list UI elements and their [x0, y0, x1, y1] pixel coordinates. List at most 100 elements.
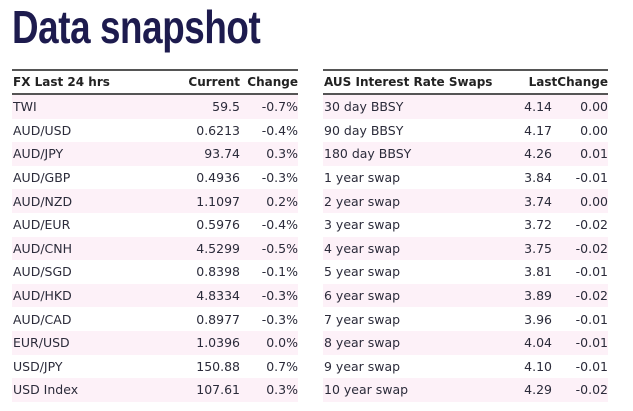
- row-label: USD Index: [13, 382, 79, 398]
- row-value: 4.5299: [196, 240, 240, 256]
- row-change: -0.4%: [261, 122, 298, 138]
- row-value: 4.17: [524, 122, 552, 138]
- row-value: 3.96: [524, 311, 552, 327]
- table-row: 5 year swap 3.81 -0.01: [323, 260, 608, 284]
- row-value: 1.1097: [196, 193, 240, 209]
- row-value: 0.5976: [196, 217, 240, 233]
- swaps-table: AUS Interest Rate Swaps Last Change 30 day …: [323, 69, 608, 402]
- header-value: Current: [188, 75, 240, 89]
- row-change: -0.5%: [261, 240, 298, 256]
- table-row: 9 year swap 4.10 -0.01: [323, 355, 608, 379]
- table-row: AUD/USD 0.6213 -0.4%: [12, 119, 298, 143]
- table-row: 8 year swap 4.04 -0.01: [323, 330, 608, 355]
- table-header: FX Last 24 hrs Current Change: [12, 71, 298, 95]
- row-value: 3.75: [524, 240, 552, 256]
- header-name: AUS Interest Rate Swaps: [324, 75, 493, 89]
- row-change: 0.00: [580, 99, 608, 115]
- row-change: -0.02: [575, 288, 608, 304]
- row-value: 4.14: [524, 99, 552, 115]
- row-change: -0.01: [575, 358, 608, 374]
- table-row: AUD/CNH 4.5299 -0.5%: [12, 236, 298, 261]
- row-value: 0.6213: [196, 122, 240, 138]
- row-change: 0.7%: [266, 358, 298, 374]
- row-change: -0.3%: [261, 311, 298, 327]
- row-change: -0.01: [575, 335, 608, 351]
- table-row: 1 year swap 3.84 -0.01: [323, 166, 608, 190]
- row-label: AUD/CNH: [13, 240, 73, 256]
- row-label: 8 year swap: [324, 335, 401, 351]
- row-value: 150.88: [196, 358, 240, 374]
- row-value: 4.8334: [196, 288, 240, 304]
- row-change: -0.4%: [261, 217, 298, 233]
- row-value: 107.61: [196, 382, 240, 398]
- table-row: AUD/HKD 4.8334 -0.3%: [12, 283, 298, 308]
- row-value: 4.04: [524, 335, 552, 351]
- row-change: -0.01: [575, 170, 608, 186]
- header-change: Change: [247, 75, 298, 89]
- row-change: 0.0%: [266, 335, 298, 351]
- table-row: AUD/SGD 0.8398 -0.1%: [12, 260, 298, 284]
- page-title: Data snapshot: [12, 1, 261, 53]
- row-label: 2 year swap: [324, 193, 401, 209]
- row-value: 3.72: [524, 217, 552, 233]
- row-change: -0.01: [575, 311, 608, 327]
- table-row: EUR/USD 1.0396 0.0%: [12, 330, 298, 355]
- row-value: 3.81: [524, 264, 552, 280]
- row-change: 0.00: [580, 122, 608, 138]
- row-label: 30 day BBSY: [324, 99, 404, 115]
- row-change: -0.1%: [261, 264, 298, 280]
- table-row: AUD/JPY 93.74 0.3%: [12, 142, 298, 166]
- table-row: AUD/GBP 0.4936 -0.3%: [12, 166, 298, 190]
- table-row: TWI 59.5 -0.7%: [12, 95, 298, 119]
- table-row: 7 year swap 3.96 -0.01: [323, 307, 608, 331]
- row-change: -0.3%: [261, 288, 298, 304]
- row-label: AUD/EUR: [13, 217, 71, 233]
- row-change: -0.3%: [261, 170, 298, 186]
- row-value: 4.29: [524, 382, 552, 398]
- row-label: 1 year swap: [324, 170, 401, 186]
- row-label: 4 year swap: [324, 240, 401, 256]
- table-row: 4 year swap 3.75 -0.02: [323, 236, 608, 261]
- row-value: 0.4936: [196, 170, 240, 186]
- row-label: TWI: [13, 99, 37, 115]
- row-label: AUD/NZD: [13, 193, 73, 209]
- row-label: AUD/HKD: [13, 288, 72, 304]
- row-value: 3.84: [524, 170, 552, 186]
- row-value: 93.74: [204, 146, 240, 162]
- row-value: 4.10: [524, 358, 552, 374]
- row-change: 0.3%: [266, 146, 298, 162]
- row-value: 3.74: [524, 193, 552, 209]
- row-change: -0.7%: [261, 99, 298, 115]
- row-label: 7 year swap: [324, 311, 401, 327]
- row-value: 0.8398: [196, 264, 240, 280]
- row-label: AUD/GBP: [13, 170, 71, 186]
- table-row: 180 day BBSY 4.26 0.01: [323, 142, 608, 166]
- row-change: -0.02: [575, 240, 608, 256]
- row-change: -0.01: [575, 264, 608, 280]
- row-label: USD/JPY: [13, 358, 63, 374]
- table-row: 10 year swap 4.29 -0.02: [323, 378, 608, 402]
- header-name: FX Last 24 hrs: [13, 75, 110, 89]
- row-value: 0.8977: [196, 311, 240, 327]
- row-label: 180 day BBSY: [324, 146, 412, 162]
- row-label: 90 day BBSY: [324, 122, 404, 138]
- row-label: EUR/USD: [13, 335, 70, 351]
- table-row: 90 day BBSY 4.17 0.00: [323, 119, 608, 143]
- table-row: 2 year swap 3.74 0.00: [323, 189, 608, 213]
- table-row: AUD/NZD 1.1097 0.2%: [12, 189, 298, 213]
- table-row: USD/JPY 150.88 0.7%: [12, 355, 298, 379]
- fx-table: FX Last 24 hrs Current Change TWI 59.5 -0.7% A…: [12, 69, 298, 402]
- row-label: 10 year swap: [324, 382, 409, 398]
- row-change: 0.01: [580, 146, 608, 162]
- row-label: AUD/CAD: [13, 311, 72, 327]
- row-label: 6 year swap: [324, 288, 401, 304]
- row-change: -0.02: [575, 217, 608, 233]
- table-row: 6 year swap 3.89 -0.02: [323, 283, 608, 308]
- row-change: 0.00: [580, 193, 608, 209]
- row-label: 3 year swap: [324, 217, 401, 233]
- row-change: 0.2%: [266, 193, 298, 209]
- table-row: AUD/CAD 0.8977 -0.3%: [12, 307, 298, 331]
- table-row: 3 year swap 3.72 -0.02: [323, 213, 608, 237]
- table-row: AUD/EUR 0.5976 -0.4%: [12, 213, 298, 237]
- row-value: 1.0396: [196, 335, 240, 351]
